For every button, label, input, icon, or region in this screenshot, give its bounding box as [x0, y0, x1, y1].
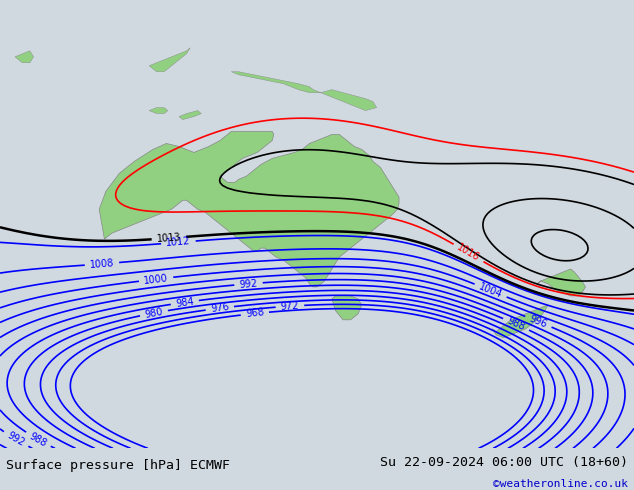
- Text: 972: 972: [280, 300, 299, 312]
- Text: 1012: 1012: [165, 236, 191, 248]
- Text: 1008: 1008: [89, 258, 115, 270]
- Polygon shape: [15, 51, 34, 63]
- Text: 976: 976: [210, 302, 230, 314]
- Text: 992: 992: [239, 278, 258, 290]
- Text: 988: 988: [506, 316, 527, 333]
- Polygon shape: [537, 269, 586, 296]
- Text: Surface pressure [hPa] ECMWF: Surface pressure [hPa] ECMWF: [6, 459, 230, 471]
- Text: ©weatheronline.co.uk: ©weatheronline.co.uk: [493, 479, 628, 489]
- Text: 1000: 1000: [143, 273, 169, 286]
- Polygon shape: [492, 305, 548, 338]
- Polygon shape: [149, 108, 168, 114]
- Text: 968: 968: [245, 308, 264, 319]
- Polygon shape: [231, 72, 377, 111]
- Text: 984: 984: [175, 296, 195, 309]
- Text: 992: 992: [6, 430, 27, 448]
- Text: 988: 988: [28, 431, 49, 448]
- Text: 980: 980: [144, 306, 164, 319]
- Text: 996: 996: [528, 314, 549, 330]
- Text: 1016: 1016: [455, 243, 482, 264]
- Polygon shape: [99, 131, 399, 287]
- Polygon shape: [149, 48, 190, 72]
- Polygon shape: [332, 296, 362, 320]
- Text: 1004: 1004: [477, 281, 504, 300]
- Text: 1013: 1013: [156, 232, 181, 244]
- Polygon shape: [179, 111, 202, 120]
- Text: Su 22-09-2024 06:00 UTC (18+60): Su 22-09-2024 06:00 UTC (18+60): [380, 456, 628, 469]
